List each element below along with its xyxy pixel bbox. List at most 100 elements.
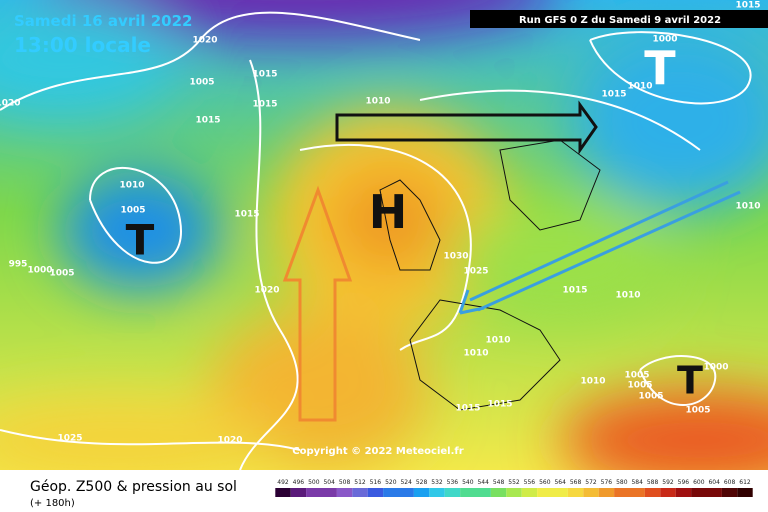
scale-swatch <box>444 488 461 497</box>
scale-swatch <box>567 488 584 497</box>
isobar-label: 1015 <box>234 210 259 220</box>
arrow-north <box>282 185 353 422</box>
scale-label: 584 <box>631 479 643 486</box>
scale-label: 580 <box>616 479 628 486</box>
scale-label: 576 <box>601 479 613 486</box>
scale-label: 572 <box>585 479 597 486</box>
isobar-label: 1005 <box>638 392 663 402</box>
scale-swatch <box>475 488 491 497</box>
scale-label: 536 <box>447 479 459 486</box>
pressure-center: T <box>644 41 676 95</box>
pressure-center: H <box>369 185 408 239</box>
scale-label: 612 <box>739 479 751 486</box>
scale-swatch <box>275 488 291 497</box>
isobar-label: 1015 <box>252 100 277 110</box>
scale-swatch <box>383 488 399 497</box>
pressure-center: T <box>126 216 155 265</box>
scale-label: 496 <box>293 479 305 486</box>
scale-label: 544 <box>477 479 489 486</box>
isobar-label: 1010 <box>463 349 488 359</box>
scale-swatch <box>521 488 538 497</box>
isobar-label: 1015 <box>562 286 587 296</box>
scale-swatch <box>490 488 507 497</box>
scale-label: 592 <box>662 479 674 486</box>
scale-swatch <box>506 488 522 497</box>
scale-label: 524 <box>400 479 412 486</box>
scale-label: 600 <box>693 479 705 486</box>
scale-swatch <box>598 488 615 497</box>
scale-swatch <box>352 488 368 497</box>
isobar-label: 1005 <box>189 78 214 88</box>
scale-swatch <box>537 488 553 497</box>
scale-swatch <box>429 488 445 497</box>
isobar-label: 1010 <box>365 97 390 107</box>
scale-label: 608 <box>724 479 736 486</box>
arrow-east <box>335 100 598 155</box>
scale-label: 552 <box>508 479 520 486</box>
isobar-label: 1020 <box>217 436 242 446</box>
scale-label: 532 <box>431 479 443 486</box>
scale-swatch <box>552 488 568 497</box>
scale-label: 568 <box>570 479 582 486</box>
isobar-label: 1000 <box>652 35 677 45</box>
scale-label: 560 <box>539 479 551 486</box>
isobar-label: 1005 <box>120 206 145 216</box>
isobar-label: 1010 <box>627 82 652 92</box>
arrow-southwest <box>458 180 741 315</box>
scale-label: 516 <box>370 479 382 486</box>
scale-label: 512 <box>354 479 366 486</box>
scale-swatch <box>398 488 414 497</box>
pressure-center: T <box>677 358 703 402</box>
isobar-label: 1020 <box>254 286 279 296</box>
isobar-label: 1020 <box>192 36 217 46</box>
forecast-hour: (+ 180h) <box>30 498 75 509</box>
scale-swatch <box>583 488 599 497</box>
isobar-label: 1015 <box>455 404 480 414</box>
scale-label: 528 <box>416 479 428 486</box>
scale-swatch <box>629 488 645 497</box>
scale-swatch <box>290 488 307 497</box>
scale-swatch <box>321 488 337 497</box>
isobar-label: 1005 <box>627 381 652 391</box>
scale-label: 508 <box>339 479 351 486</box>
scale-label: 500 <box>308 479 320 486</box>
isobar-label: 1010 <box>485 336 510 346</box>
run-label: Run GFS 0 Z du Samedi 9 avril 2022 <box>519 15 721 26</box>
scale-swatch <box>367 488 384 497</box>
isobar-label: 1030 <box>443 252 468 262</box>
isobar-label: 1005 <box>685 406 710 416</box>
isobar-label: 1005 <box>49 269 74 279</box>
isobar-label: 1015 <box>735 1 760 11</box>
isobar-label: 1020 <box>0 99 21 109</box>
isobar-label: 995 <box>9 260 28 270</box>
copyright: Copyright © 2022 Meteociel.fr <box>292 446 463 457</box>
isobar-label: 1015 <box>601 90 626 100</box>
time-label: 13:00 locale <box>14 33 151 57</box>
isobar-label: 1025 <box>57 434 82 444</box>
scale-swatch <box>660 488 676 497</box>
scale-label: 604 <box>708 479 720 486</box>
isobar-label: 1010 <box>615 291 640 301</box>
isobar-label: 1015 <box>252 70 277 80</box>
isobar-label: 1010 <box>580 377 605 387</box>
isobar-label: 1015 <box>195 116 220 126</box>
scale-swatch <box>413 488 430 497</box>
scale-label: 504 <box>323 479 335 486</box>
geopotential-field <box>0 0 768 490</box>
scale-swatch <box>460 488 476 497</box>
isobar-label: 1010 <box>735 202 760 212</box>
scale-swatch <box>336 488 353 497</box>
scale-label: 492 <box>277 479 289 486</box>
footer-title: Géop. Z500 & pression au sol <box>30 479 237 495</box>
isobar-label: 1025 <box>463 267 488 277</box>
isobar-label: 1000 <box>27 266 52 276</box>
scale-label: 556 <box>524 479 536 486</box>
scale-label: 588 <box>647 479 659 486</box>
scale-label: 540 <box>462 479 474 486</box>
isobar-label: 1015 <box>487 400 512 410</box>
scale-swatch <box>737 488 753 497</box>
scale-label: 548 <box>493 479 505 486</box>
scale-label: 564 <box>554 479 566 486</box>
scale-swatch <box>721 488 738 497</box>
